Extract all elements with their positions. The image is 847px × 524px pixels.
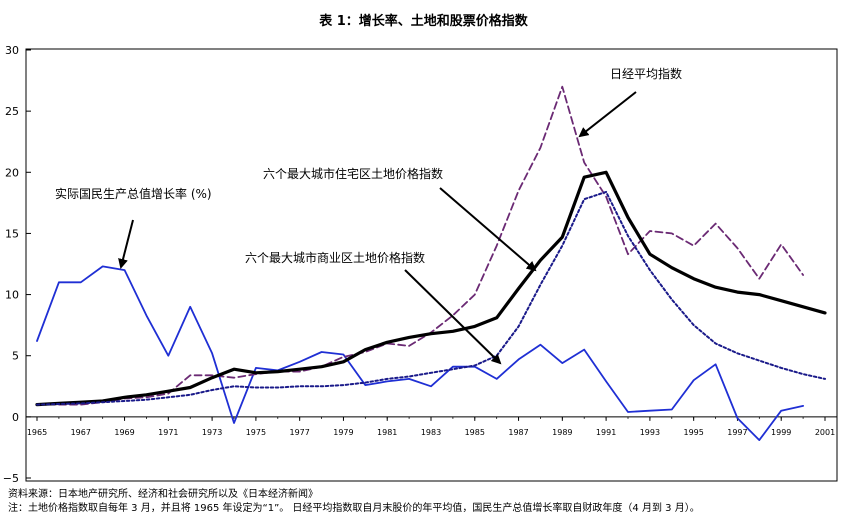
annotation-arrow-0 [118,219,134,269]
x-tick-label: 1993 [640,428,660,437]
source-footnote: 资料来源：日本地产研究所、经济和社会研究所以及《日本经济新闻》 [8,489,318,500]
x-tick-label: 1979 [333,428,353,437]
annotation-arrow-1 [578,91,637,138]
x-tick-label: 1981 [377,428,397,437]
y-tick-label: 25 [5,105,19,118]
x-tick-label: 1965 [27,428,47,437]
plot-area-frame [25,48,838,482]
axes: 30 25 20 15 10 5 0 −5 1965 1967 1969 1971 1973 1975 19… [3,44,837,485]
series-group [35,85,827,442]
annotation-arrow-2 [439,187,537,272]
x-tick-label: 1995 [683,428,703,437]
y-tick-label: −5 [3,472,19,485]
y-tick-label: 5 [12,350,19,363]
chart-title: 表 1：增长率、土地和股票价格指数 [319,14,528,29]
series-line-2 [35,170,827,407]
annotation-label-0: 实际国民生产总值增长率 (%) [55,186,212,201]
y-tick-label: 10 [5,289,19,302]
x-tick-label: 1987 [508,428,528,437]
y-tick-label: 0 [12,411,19,424]
y-tick-label: 30 [5,44,19,57]
annotation-label-3: 六个最大城市商业区土地价格指数 [245,250,425,265]
x-tick-label: 1991 [596,428,616,437]
x-tick-label: 1973 [202,428,222,437]
annotation-label-2: 六个最大城市住宅区土地价格指数 [263,166,443,181]
y-tick-label: 15 [5,227,19,240]
x-tick-label: 1967 [71,428,91,437]
x-tick-label: 1985 [465,428,485,437]
x-tick-label: 1997 [727,428,747,437]
annotation-arrow-3 [404,269,502,365]
x-tick-label: 1977 [289,428,309,437]
x-tick-label: 1999 [771,428,791,437]
series-line-1 [36,85,804,406]
x-tick-label: 1969 [114,428,134,437]
series-line-3 [36,190,826,406]
series-line-0 [36,265,804,442]
annotation-label-1: 日经平均指数 [610,66,682,81]
method-footnote: 注：土地价格指数取自每年 3 月，并且将 1965 年设定为“1”。 日经平均指… [8,503,700,514]
x-tick-label: 1983 [421,428,441,437]
annotations: 实际国民生产总值增长率 (%) 日经平均指数六个最大城市住宅区土地价格指数六个最大… [55,66,682,365]
x-tick-label: 1989 [552,428,572,437]
x-tick-label: 2001 [815,428,835,437]
x-tick-label: 1971 [158,428,178,437]
y-tick-label: 20 [5,166,19,179]
x-tick-label: 1975 [246,428,266,437]
